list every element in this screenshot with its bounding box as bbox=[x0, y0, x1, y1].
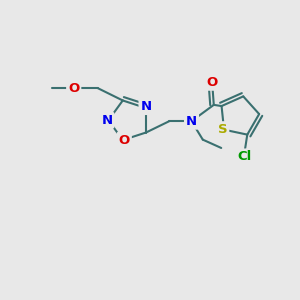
Text: N: N bbox=[140, 100, 152, 113]
Text: N: N bbox=[186, 115, 197, 128]
Text: N: N bbox=[101, 114, 112, 127]
Text: O: O bbox=[68, 82, 79, 94]
Text: S: S bbox=[218, 123, 227, 136]
Text: Cl: Cl bbox=[237, 150, 251, 164]
Text: O: O bbox=[207, 76, 218, 89]
Text: O: O bbox=[118, 134, 130, 147]
